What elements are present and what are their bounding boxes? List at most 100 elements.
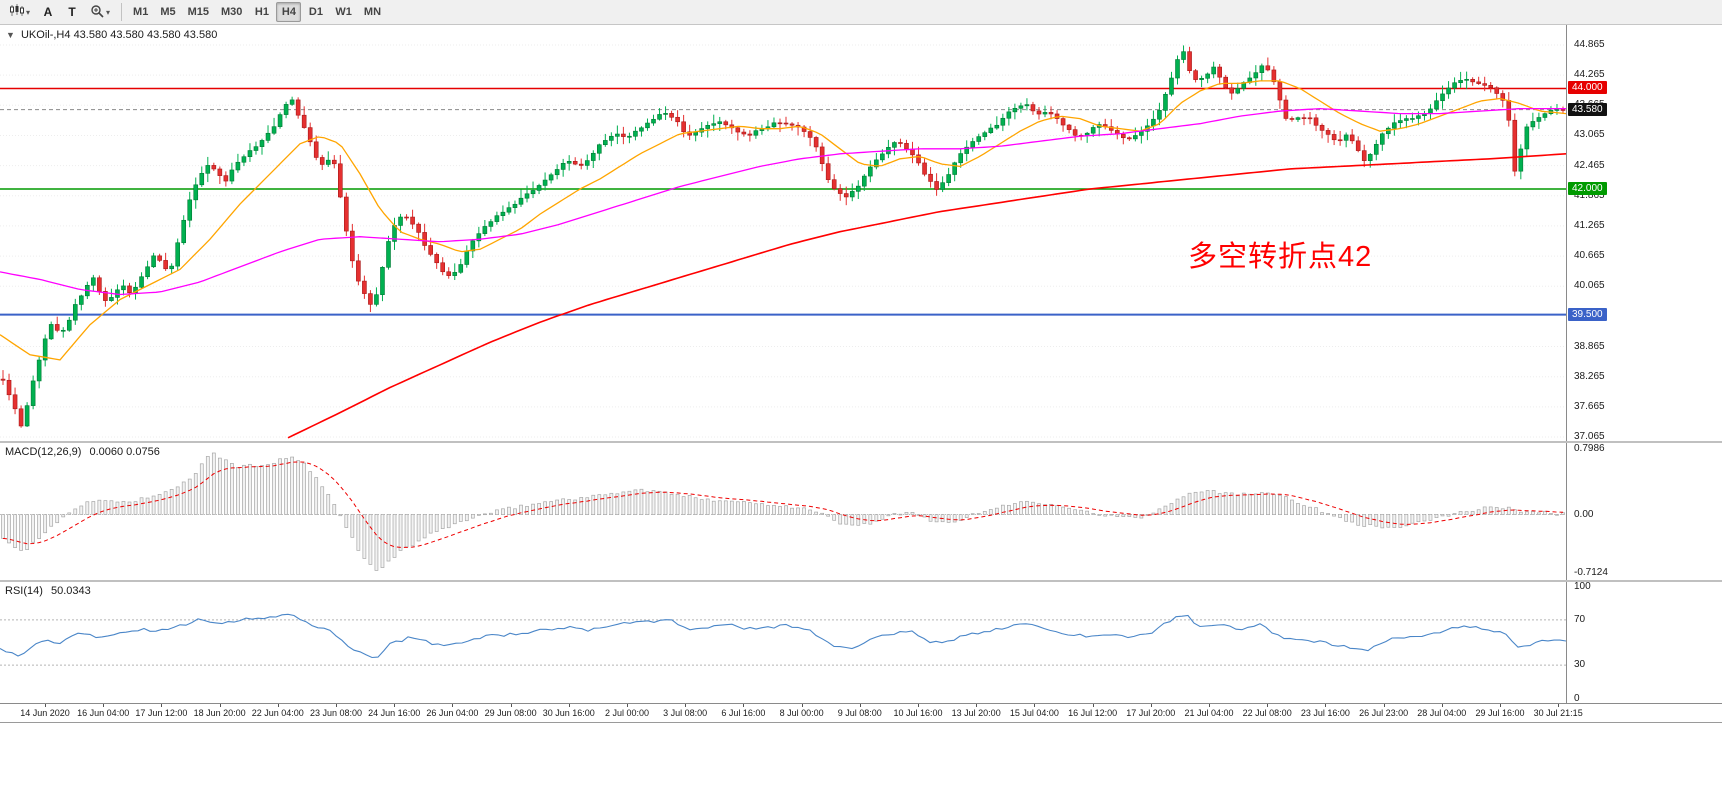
time-axis-tick [1441, 704, 1443, 707]
price-axis-label: 43.065 [1574, 129, 1605, 141]
timeframe-button-m5[interactable]: M5 [160, 6, 176, 18]
price-axis-badge: 42.000 [1568, 181, 1607, 195]
time-axis-label: 30 Jul 21:15 [1533, 708, 1583, 718]
price-axis-badge: 39.500 [1568, 307, 1607, 321]
empty-area [0, 722, 1722, 795]
timeframe-button-h4[interactable]: H4 [276, 2, 302, 22]
price-axis-badge: 43.580 [1568, 102, 1607, 116]
time-axis-label: 8 Jul 00:00 [779, 708, 824, 718]
macd-panel: 0.7986 0.00 -0.7124 MACD(12,26,9) 0.0060 0… [0, 443, 1722, 580]
timeframe-button-m30[interactable]: M30 [221, 6, 243, 18]
time-axis-label: 26 Jun 04:00 [426, 708, 479, 718]
time-axis-label: 16 Jul 12:00 [1068, 708, 1118, 718]
macd-scale[interactable]: 0.7986 0.00 -0.7124 [1566, 443, 1722, 580]
price-axis-label: 38.265 [1574, 370, 1605, 382]
time-axis-label: 2 Jul 00:00 [604, 708, 650, 718]
main-chart-panel: 44.86544.26543.66543.06542.46541.86541.2… [0, 25, 1722, 441]
time-axis-tick [510, 704, 512, 707]
chart-title: ▼ UKOil-,H4 43.580 43.580 43.580 43.580 [6, 29, 217, 41]
time-axis-tick [1092, 704, 1094, 707]
chart-window: 44.86544.26543.66543.06542.46541.86541.2… [0, 25, 1722, 722]
macd-canvas[interactable] [0, 443, 1566, 580]
time-scale[interactable]: 14 Jun 2020 16 Jun 04:00 17 Jun 12:00 18 Ju… [0, 703, 1722, 722]
time-axis-tick [103, 704, 105, 707]
price-axis-label: 42.465 [1574, 159, 1605, 171]
time-axis-tick [627, 704, 628, 707]
time-axis-label: 16 Jun 04:00 [77, 708, 130, 718]
time-axis-label: 17 Jul 20:00 [1126, 708, 1176, 718]
timeframe-button-mn[interactable]: MN [363, 6, 382, 18]
annotation-text[interactable]: 多空转折点42 [1188, 241, 1373, 273]
price-axis-label: 40.065 [1574, 280, 1605, 292]
time-axis-tick [1383, 704, 1385, 707]
price-axis-badge: 44.000 [1568, 81, 1607, 95]
text-tool-button[interactable]: T [68, 5, 76, 19]
price-axis-label: 41.865 [1574, 189, 1605, 201]
time-axis-tick [336, 704, 337, 707]
candlestick-chart-icon [9, 4, 24, 20]
time-axis-tick [568, 704, 570, 707]
macd-axis-label: 0.00 [1574, 508, 1594, 520]
time-axis-label: 9 Jul 08:00 [837, 708, 882, 718]
time-axis-tick [685, 704, 687, 707]
price-axis-label: 38.865 [1574, 340, 1605, 352]
rsi-value: 50.0343 [50, 585, 91, 597]
timeframe-button-w1[interactable]: W1 [335, 6, 352, 18]
time-axis-tick [1150, 704, 1152, 707]
time-axis-tick [394, 704, 396, 707]
macd-axis-label: 0.7986 [1574, 443, 1605, 454]
timeframe-button-d1[interactable]: D1 [308, 6, 323, 18]
collapse-icon[interactable]: ▼ [6, 30, 15, 40]
rsi-axis-label: 70 [1574, 613, 1586, 625]
time-axis-tick [219, 704, 221, 707]
time-axis-label: 13 Jul 20:00 [951, 708, 1001, 718]
macd-label: MACD(12,26,9) 0.0060 0.0756 [5, 446, 160, 458]
time-axis-label: 23 Jul 16:00 [1300, 708, 1350, 718]
zoom-dropdown-button[interactable]: ▾ [85, 2, 115, 22]
time-axis-label: 29 Jun 08:00 [484, 708, 537, 718]
timeframe-button-m15[interactable]: M15 [187, 6, 209, 18]
price-axis-label: 44.865 [1574, 39, 1605, 50]
rsi-canvas[interactable] [0, 582, 1566, 703]
time-axis-tick [859, 704, 861, 707]
timeframe-button-m1[interactable]: M1 [133, 6, 149, 18]
time-axis-tick [1325, 704, 1327, 707]
main-chart-canvas[interactable] [0, 25, 1566, 441]
rsi-scale[interactable]: 100 70 30 0 [1566, 581, 1722, 704]
chart-type-button[interactable]: ▾ [4, 2, 35, 22]
price-axis-label: 44.265 [1574, 69, 1605, 81]
macd-values: 0.0060 0.0756 [89, 446, 160, 458]
rsi-panel: 100 70 30 0 RSI(14) 50.0343 [0, 581, 1722, 704]
macd-name: MACD(12,26,9) [5, 446, 82, 458]
time-axis-label: 18 Jun 20:00 [193, 708, 246, 718]
rsi-label: RSI(14) 50.0343 [5, 585, 91, 597]
time-axis-label: 23 Jun 08:00 [309, 708, 363, 718]
time-axis-label: 22 Jun 04:00 [251, 708, 304, 718]
time-axis-tick [161, 704, 163, 707]
time-axis-tick [976, 704, 978, 707]
price-scale[interactable]: 44.86544.26543.66543.06542.46541.86541.2… [1566, 25, 1722, 441]
toolbar-separator [121, 3, 123, 21]
time-axis-tick [1209, 704, 1210, 707]
time-axis-label: 28 Jul 04:00 [1417, 708, 1467, 718]
rsi-name: RSI(14) [5, 585, 43, 597]
zoom-icon [90, 4, 104, 21]
price-axis-label: 37.065 [1574, 430, 1605, 442]
time-axis-label: 3 Jul 08:00 [663, 708, 708, 718]
panel-divider[interactable] [0, 441, 1722, 443]
time-axis-label: 21 Jul 04:00 [1184, 708, 1234, 718]
rsi-axis-label: 100 [1574, 581, 1591, 592]
cursor-tool-button[interactable]: A [43, 5, 53, 19]
timeframe-button-h1[interactable]: H1 [254, 6, 269, 18]
price-axis-label: 41.265 [1574, 219, 1605, 231]
panel-divider[interactable] [0, 580, 1722, 582]
time-axis-label: 17 Jun 12:00 [135, 708, 188, 718]
ohlc-values: 43.580 43.580 43.580 43.580 [73, 29, 218, 41]
time-axis-label: 14 Jun 2020 [20, 708, 70, 718]
time-axis-tick [1034, 704, 1036, 707]
macd-axis-label: -0.7124 [1574, 567, 1608, 578]
timeframe-group: M1 M5 M15 M30 H1 H4 D1 W1 MN [127, 2, 387, 22]
toolbar: ▾ A T ▾ M1 M5 M15 M30 H1 H4 D1 W1 MN [0, 0, 1722, 25]
time-axis-label: 24 Jun 16:00 [368, 708, 421, 718]
